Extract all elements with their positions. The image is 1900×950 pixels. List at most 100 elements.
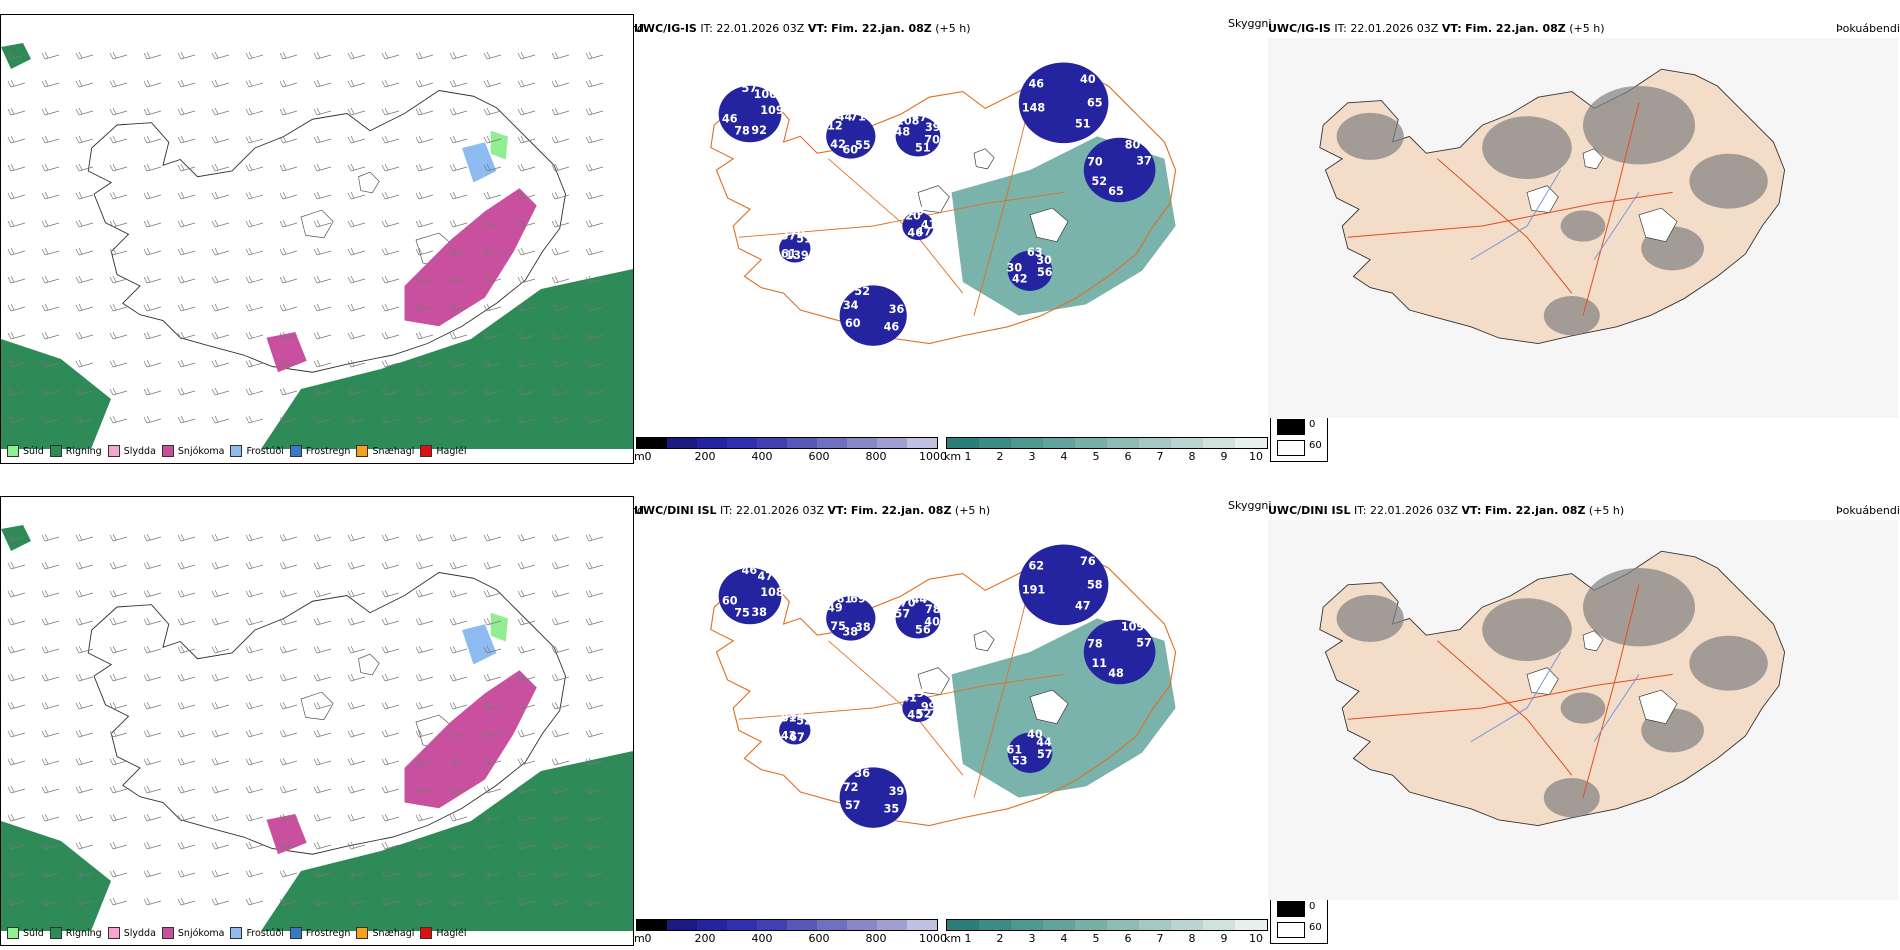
fog-shade-area [1336,594,1404,642]
visibility-tick: 1 [964,932,972,945]
low-cloudbase-area [902,211,934,241]
cloudbase-value: 51 [915,141,931,154]
low-cloudbase-area [1083,137,1156,203]
low-cloudbase-area [895,116,941,157]
cloudbase-tick: 0 [644,450,652,463]
cloudbase-value: 42 [1012,273,1028,286]
cloudbase-value: 56 [915,623,931,636]
glacier-outline [1638,689,1678,725]
cloudbase-value: 44 [912,593,928,606]
precip-map-frame: Súld Rigning Slydda Snjókoma Frostúði Frostre… [0,14,634,464]
glacier-outline [358,653,380,676]
legend-item: Rigning [49,927,102,939]
it-value: 22.01.2026 03Z [716,22,805,35]
cloudbase-value: 54 [789,710,805,723]
legend-label: Slydda [123,927,156,939]
cloudbase-value: 70 [789,228,805,241]
vt-value: Fim. 22.jan. 08Z [1484,504,1586,517]
glacier-outline [300,209,334,239]
legend-label: Rigning [65,445,102,457]
fog-shade-area [1689,153,1768,209]
fog-legend-min: 0 [1309,419,1316,430]
fog-legend: 0 60 [1270,894,1328,944]
cloudbase-value: 71 [850,111,866,124]
it-value: 22.01.2026 03Z [1370,504,1459,517]
cloudbase-value: 30 [1036,254,1052,267]
visibility-panel-title: Skyggni [1228,17,1272,30]
cloudbase-value: 72 [843,781,859,794]
panel-header: UWC/DINI ISL IT: 22.01.2026 03Z VT: Fim.… [634,504,990,517]
low-cloudbase-area [1018,62,1109,144]
glacier-outline [1638,207,1678,243]
visibility-tick: 8 [1188,932,1196,945]
fog-shade-area [1583,568,1695,647]
legend-item: Slydda [107,445,156,457]
cloudbase-value: 77 [912,111,928,124]
cloudbase-value: 44 [837,110,853,123]
vt-value: Fim. 22.jan. 08Z [850,504,952,517]
precip-map [1,525,633,931]
visibility-unit: km [944,450,962,463]
cloudbase-tick: 800 [865,450,887,463]
glacier-outline [917,185,950,213]
cloudbase-value: 51 [796,232,812,245]
cloudbase-value: 57 [845,799,861,812]
freezing-drizzle-area [462,624,497,665]
fog-legend-max: 60 [1309,922,1322,933]
cloudbase-value: 109 [1121,621,1145,634]
cloudbase-tick: 400 [751,450,773,463]
vt-label: VT: [807,22,828,35]
fog-legend-min: 0 [1309,901,1316,912]
fog-shade-area [1543,296,1600,336]
visibility-tick: 10 [1249,932,1263,945]
visibility-tick: 5 [1092,450,1100,463]
fog-indicator-map [1268,38,1898,418]
visibility-tick: 5 [1092,932,1100,945]
vt-label: VT: [1461,504,1482,517]
cloudbase-value: 46 [884,320,900,333]
fog-shade-area [1560,692,1606,724]
visibility-tick: 10 [1249,450,1263,463]
cloudbase-value: 47 [758,570,774,583]
cloudbase-value: 57 [1136,636,1152,649]
panel-header: UWC/IG-IS IT: 22.01.2026 03Z VT: Fim. 22… [634,22,971,35]
cloudbase-value: 51 [1075,118,1091,131]
visibility-tick: 7 [1156,450,1164,463]
legend-item: Frostregn [289,445,350,457]
cloudbase-value: 75 [734,606,750,619]
cloudbase-value: 69 [850,593,866,606]
glacier-outline [973,630,995,652]
fog-panel-title: Þokuábendi [1836,504,1900,517]
cloudbase-value: 67 [789,731,805,744]
cloudbase-value: 92 [751,124,767,137]
cloudbase-value: 57 [1037,748,1053,761]
fog-shade-area [1583,86,1695,165]
low-cloudbase-area [839,767,907,828]
rain-area [1,821,111,931]
lead-time: (+5 h) [935,22,971,35]
legend-swatch [107,445,120,457]
legend-swatch [7,445,19,457]
visibility-tick: 4 [1060,450,1068,463]
cloudbase-value: 80 [1125,139,1141,152]
vt-label: VT: [1441,22,1462,35]
river-network [1470,169,1640,260]
cloudbase-value: 70 [924,133,940,146]
cloudbase-value: 56 [1037,266,1053,279]
low-cloudbase-area [839,285,907,346]
cloudbase-value: 37 [1136,154,1152,167]
cloudbase-unit: m [634,932,645,945]
cloudbase-value: 38 [855,621,871,634]
cloudbase-value: 35 [884,802,900,815]
vt-value: Fim. 22.jan. 08Z [1465,22,1566,35]
cloudbase-value: 46 [907,227,923,240]
rain-area [1,525,31,551]
low-cloudbase-area [779,716,811,745]
glacier-outline [917,667,950,695]
glacier-outline [1029,207,1069,243]
legend-swatch [356,445,369,457]
road-network [1347,584,1673,798]
cloudbase-value: 75 [830,620,846,633]
panel-header: UWC/DINI ISL IT: 22.01.2026 03Z VT: Fim.… [1268,504,1624,517]
visibility-tick: 7 [1156,932,1164,945]
